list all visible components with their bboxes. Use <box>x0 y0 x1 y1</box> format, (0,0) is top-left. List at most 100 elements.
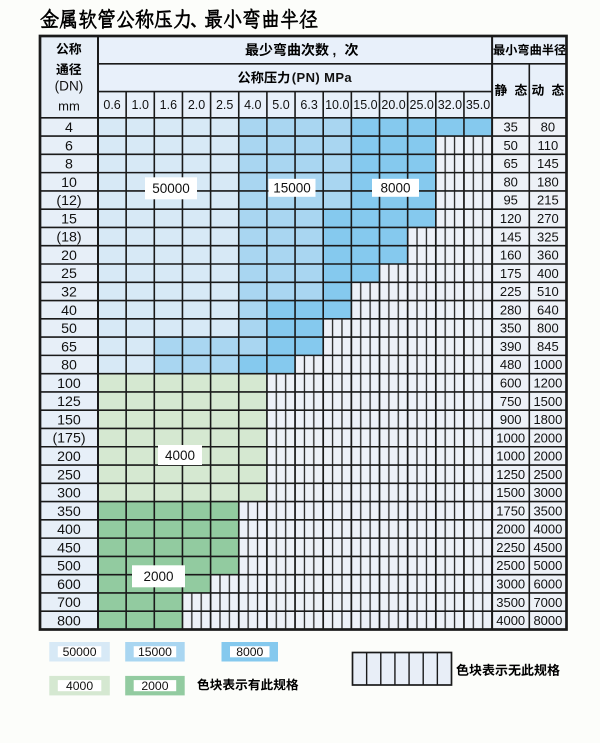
svg-text:50000: 50000 <box>63 645 97 659</box>
svg-text:2500: 2500 <box>533 467 562 482</box>
svg-text:15.0: 15.0 <box>353 98 377 112</box>
svg-text:300: 300 <box>57 486 81 502</box>
svg-text:25.0: 25.0 <box>410 98 434 112</box>
svg-text:450: 450 <box>57 540 81 556</box>
svg-text:1250: 1250 <box>496 467 525 482</box>
svg-text:1500: 1500 <box>533 394 562 409</box>
svg-text:180: 180 <box>537 174 559 189</box>
svg-text:225: 225 <box>500 284 522 299</box>
svg-text:480: 480 <box>500 357 522 372</box>
svg-text:1000: 1000 <box>496 449 525 464</box>
svg-text:25: 25 <box>61 266 77 282</box>
svg-text:270: 270 <box>537 211 559 226</box>
svg-text:15: 15 <box>61 211 77 227</box>
svg-text:215: 215 <box>537 193 559 208</box>
svg-text:1200: 1200 <box>533 375 562 390</box>
svg-text:3000: 3000 <box>533 485 562 500</box>
svg-text:2250: 2250 <box>496 540 525 555</box>
svg-text:160: 160 <box>500 248 522 263</box>
svg-text:35.0: 35.0 <box>466 98 490 112</box>
svg-text:6: 6 <box>65 138 73 154</box>
svg-text:4.0: 4.0 <box>244 98 261 112</box>
svg-text:175: 175 <box>500 266 522 281</box>
svg-text:35: 35 <box>503 120 517 135</box>
svg-text:2000: 2000 <box>143 569 173 584</box>
svg-text:600: 600 <box>500 375 522 390</box>
svg-text:700: 700 <box>57 595 81 611</box>
svg-text:4000: 4000 <box>496 613 525 628</box>
svg-text:40: 40 <box>61 303 77 319</box>
svg-text:4500: 4500 <box>533 540 562 555</box>
svg-text:5.0: 5.0 <box>272 98 289 112</box>
svg-text:3000: 3000 <box>496 577 525 592</box>
svg-text:10.0: 10.0 <box>325 98 349 112</box>
svg-text:4000: 4000 <box>165 448 195 463</box>
svg-text:80: 80 <box>541 120 555 135</box>
svg-text:5000: 5000 <box>533 558 562 573</box>
svg-text:,: , <box>333 43 337 58</box>
svg-text:600: 600 <box>57 577 81 593</box>
svg-text:20: 20 <box>61 248 77 264</box>
svg-text:2000: 2000 <box>533 449 562 464</box>
svg-text:6.3: 6.3 <box>300 98 317 112</box>
svg-text:1.6: 1.6 <box>160 98 177 112</box>
svg-text:125: 125 <box>57 394 81 410</box>
svg-text:250: 250 <box>57 467 81 483</box>
svg-text:65: 65 <box>61 339 77 355</box>
svg-text:4000: 4000 <box>66 679 93 693</box>
svg-text:100: 100 <box>57 376 81 392</box>
svg-text:8: 8 <box>65 157 73 173</box>
svg-text:80: 80 <box>503 174 517 189</box>
svg-text:800: 800 <box>57 613 81 629</box>
svg-text:7000: 7000 <box>533 595 562 610</box>
svg-text:1500: 1500 <box>496 485 525 500</box>
svg-text:8000: 8000 <box>236 645 263 659</box>
svg-text:400: 400 <box>537 266 559 281</box>
svg-text:1800: 1800 <box>533 412 562 427</box>
svg-text:(DN): (DN) <box>55 79 84 94</box>
svg-text:360: 360 <box>537 248 559 263</box>
svg-text:2000: 2000 <box>496 522 525 537</box>
svg-text:1.0: 1.0 <box>132 98 149 112</box>
svg-text:800: 800 <box>537 321 559 336</box>
svg-text:350: 350 <box>500 321 522 336</box>
svg-text:500: 500 <box>57 559 81 575</box>
svg-text:10: 10 <box>61 175 77 191</box>
svg-text:2000: 2000 <box>141 679 168 693</box>
svg-text:32.0: 32.0 <box>438 98 462 112</box>
svg-text:65: 65 <box>503 156 517 171</box>
svg-text:750: 750 <box>500 394 522 409</box>
svg-text:145: 145 <box>500 229 522 244</box>
svg-text:(175): (175) <box>52 431 85 447</box>
svg-text:15000: 15000 <box>138 645 172 659</box>
svg-text:50000: 50000 <box>152 181 190 196</box>
svg-text:50: 50 <box>503 138 517 153</box>
svg-text:3500: 3500 <box>533 503 562 518</box>
svg-text:(18): (18) <box>56 230 81 246</box>
svg-text:(12): (12) <box>56 193 81 209</box>
svg-text:1000: 1000 <box>533 357 562 372</box>
svg-text:4: 4 <box>65 120 73 136</box>
svg-text:95: 95 <box>503 193 517 208</box>
svg-text:6000: 6000 <box>533 577 562 592</box>
svg-text:(PN) MPa: (PN) MPa <box>292 70 353 85</box>
svg-text:150: 150 <box>57 412 81 428</box>
svg-text:400: 400 <box>57 522 81 538</box>
svg-text:32: 32 <box>61 285 77 301</box>
svg-text:2000: 2000 <box>533 430 562 445</box>
svg-text:110: 110 <box>538 138 559 153</box>
svg-text:280: 280 <box>500 302 522 317</box>
svg-text:80: 80 <box>61 358 77 374</box>
svg-text:20.0: 20.0 <box>381 98 405 112</box>
svg-text:50: 50 <box>61 321 77 337</box>
svg-text:2.0: 2.0 <box>188 98 205 112</box>
svg-text:510: 510 <box>537 284 559 299</box>
svg-text:15000: 15000 <box>273 181 311 196</box>
svg-text:900: 900 <box>500 412 522 427</box>
svg-text:1750: 1750 <box>496 503 525 518</box>
svg-text:3500: 3500 <box>496 595 525 610</box>
svg-text:640: 640 <box>537 302 559 317</box>
svg-text:4000: 4000 <box>533 522 562 537</box>
svg-text:145: 145 <box>537 156 559 171</box>
svg-text:350: 350 <box>57 504 81 520</box>
